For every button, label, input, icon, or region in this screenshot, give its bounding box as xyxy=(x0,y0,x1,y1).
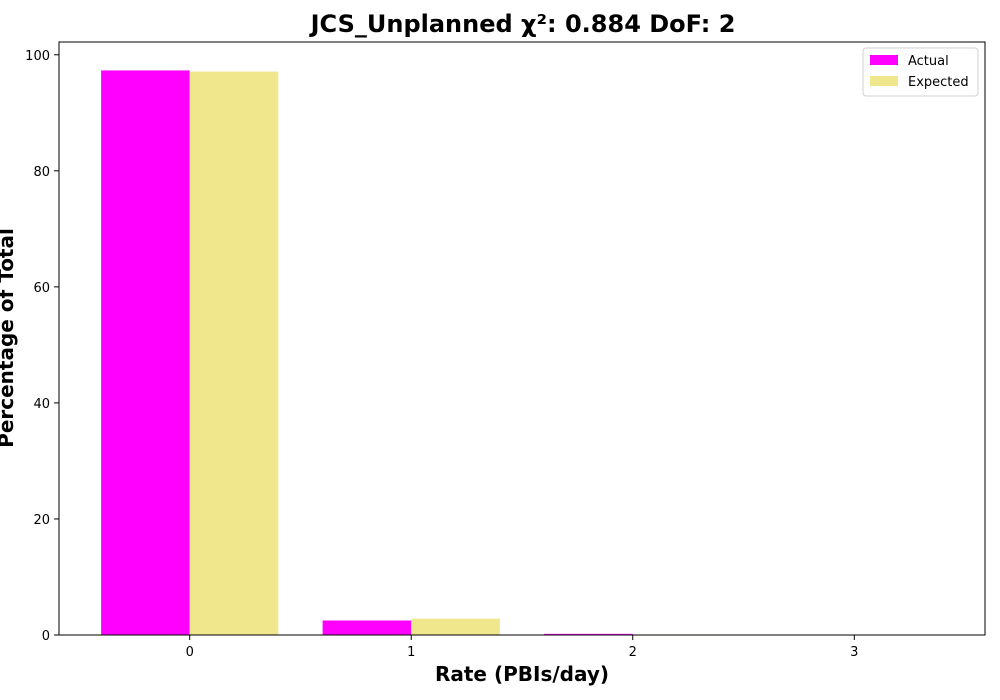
bar-actual-1 xyxy=(322,620,412,635)
y-tick-label: 60 xyxy=(33,281,50,296)
legend-swatch-actual xyxy=(870,55,898,65)
x-axis-ticks: 0 1 2 3 xyxy=(186,635,858,660)
bar-actual-0 xyxy=(101,70,190,635)
y-tick-label: 80 xyxy=(33,165,50,180)
y-tick-label: 20 xyxy=(33,513,50,528)
x-tick-label: 1 xyxy=(407,645,415,660)
x-tick-label: 0 xyxy=(186,645,194,660)
x-tick-label: 2 xyxy=(629,645,637,660)
bars-group xyxy=(101,70,722,635)
legend-label-expected: Expected xyxy=(908,75,969,90)
x-axis-title: Rate (PBIs/day) xyxy=(435,662,609,686)
bar-expected-1 xyxy=(411,618,500,635)
x-tick-label: 3 xyxy=(850,645,858,660)
legend-swatch-expected xyxy=(870,76,898,86)
y-tick-label: 40 xyxy=(33,397,50,412)
bar-expected-0 xyxy=(189,71,279,635)
bar-actual-2 xyxy=(544,633,633,635)
legend: Actual Expected xyxy=(862,47,979,97)
y-tick-label: 100 xyxy=(25,49,50,64)
y-tick-label: 0 xyxy=(42,629,50,644)
y-axis-title: Percentage of Total xyxy=(0,228,18,448)
y-axis-ticks: 0 20 40 60 80 100 xyxy=(25,49,59,644)
legend-label-actual: Actual xyxy=(908,54,949,69)
plot-frame xyxy=(58,41,986,636)
chart-title: JCS_Unplanned χ²: 0.884 DoF: 2 xyxy=(309,10,736,38)
